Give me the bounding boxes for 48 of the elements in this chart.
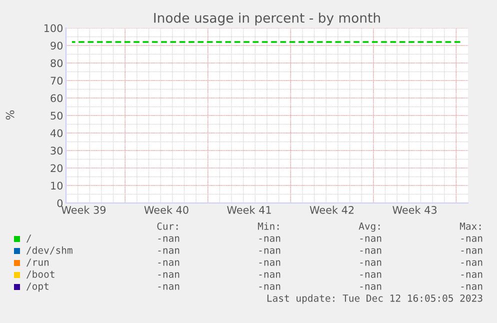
text: Last update: Tue Dec 12 16:05:05 2023 [267, 294, 482, 304]
text: -nan [360, 236, 382, 242]
y-tick-label: 40 [50, 129, 63, 138]
text: -nan [461, 284, 482, 290]
y-tick-label: 80 [50, 59, 63, 68]
y-tick-label: 30 [50, 146, 63, 155]
text: -nan [158, 260, 180, 266]
text: -nan [259, 236, 280, 242]
x-tick-label: Week 41 [227, 206, 271, 214]
text: -nan [360, 284, 382, 290]
text: Min: [258, 222, 279, 230]
text: -nan [158, 272, 180, 278]
text: -nan [461, 260, 482, 266]
text: -nan [259, 248, 280, 254]
y-tick-label: 20 [50, 164, 63, 172]
chart-title: Inode usage in percent - by month [154, 12, 380, 26]
text: -nan [158, 248, 180, 254]
legend-label: /dev/shm [26, 246, 72, 255]
text: -nan [461, 272, 482, 278]
legend-label: /run [26, 258, 49, 267]
y-axis-title: % [6, 110, 14, 120]
text: -nan [360, 248, 382, 254]
x-tick-label: Week 43 [392, 206, 437, 214]
y-tick-label: 10 [51, 182, 63, 190]
legend-label: / [26, 234, 32, 243]
text: Avg: [358, 222, 380, 232]
text: -nan [360, 260, 382, 266]
text: -nan [158, 284, 180, 290]
x-tick-label: Week 40 [144, 206, 188, 214]
text: -nan [461, 248, 482, 254]
legend-label: /boot [26, 270, 54, 279]
y-tick-label: 0 [57, 199, 63, 208]
x-tick-label: Week 42 [310, 206, 354, 214]
text: -nan [461, 236, 482, 242]
x-tick-label: Week 39 [62, 206, 106, 214]
text: -nan [259, 272, 280, 278]
legend-label: /opt [26, 282, 48, 292]
y-tick-label: 60 [50, 94, 63, 102]
text: Max: [460, 222, 481, 230]
y-tick-label: 90 [50, 42, 63, 50]
y-tick-label: 50 [50, 112, 63, 120]
text: -nan [158, 236, 180, 242]
y-tick-label: 100 [44, 24, 63, 32]
text: -nan [259, 260, 280, 266]
text: -nan [360, 272, 382, 278]
text: Cur: [157, 222, 178, 230]
y-tick-label: 70 [50, 76, 63, 85]
text: -nan [259, 284, 280, 290]
